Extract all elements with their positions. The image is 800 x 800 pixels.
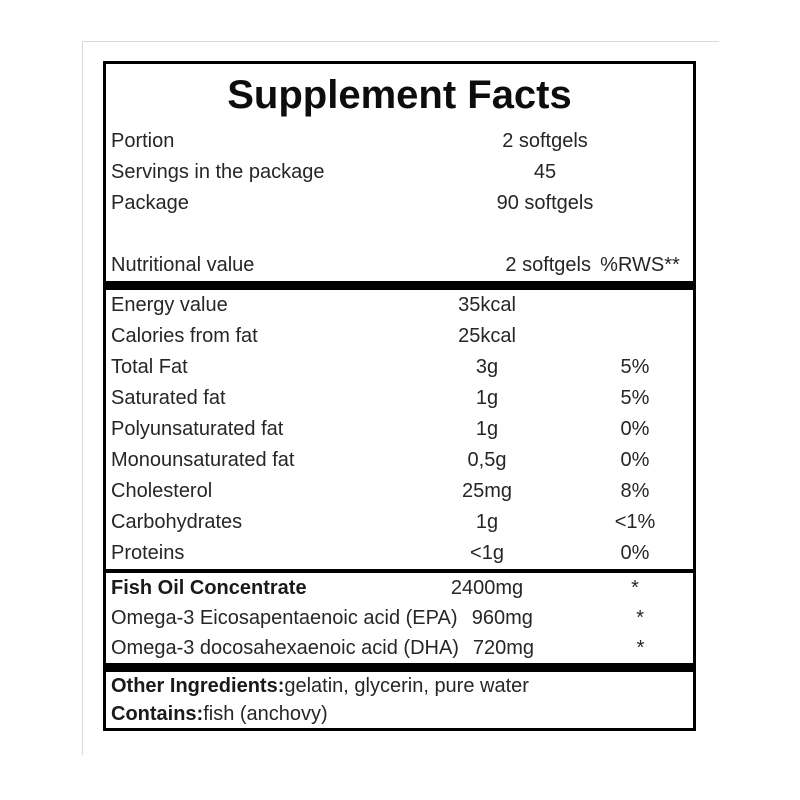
table-row: Proteins <1g 0% xyxy=(106,538,693,569)
nutrient-label: Polyunsaturated fat xyxy=(111,418,284,440)
other-ingredients-value: gelatin, glycerin, pure water xyxy=(284,674,529,697)
info-row-package: Package 90 softgels xyxy=(106,188,693,219)
table-row: Calories from fat 25kcal xyxy=(106,321,693,352)
ingredient-amount: 720mg xyxy=(472,636,535,659)
table-row: Cholesterol 25mg 8% xyxy=(106,476,693,507)
ingredient-amount: 2400mg xyxy=(450,576,524,599)
blank-row xyxy=(106,219,693,250)
thin-separator xyxy=(106,569,693,573)
table-row: Energy value 35kcal xyxy=(106,290,693,321)
nutrient-label: Calories from fat xyxy=(111,325,258,347)
nutrient-amount: 0,5g xyxy=(467,449,507,471)
nutrient-label: Energy value xyxy=(111,294,228,316)
info-label: Package xyxy=(111,192,189,214)
ingredient-label: Omega-3 docosahexaenoic acid (DHA) xyxy=(111,636,459,659)
contains-line: Contains: fish (anchovy) xyxy=(106,700,693,728)
info-value: 90 softgels xyxy=(496,192,594,214)
nutrient-amount: 3g xyxy=(475,356,499,378)
nutrient-label: Total Fat xyxy=(111,356,188,378)
info-value: 45 xyxy=(533,161,557,183)
table-row: Fish Oil Concentrate 2400mg * xyxy=(106,573,693,603)
nutrient-rws: 5% xyxy=(620,387,650,409)
nutrient-rws: 5% xyxy=(620,356,650,378)
other-ingredients-label: Other Ingredients: xyxy=(111,674,285,697)
other-ingredients-line: Other Ingredients: gelatin, glycerin, pu… xyxy=(106,672,693,700)
scan-artifact-horizontal-line xyxy=(82,41,719,42)
nutrient-rws: 8% xyxy=(620,480,650,502)
supplement-facts-panel: Supplement Facts Portion 2 softgels Serv… xyxy=(103,61,696,731)
nutrient-amount: 25kcal xyxy=(458,325,516,347)
nutrient-label: Carbohydrates xyxy=(111,511,243,533)
nutrient-amount: 1g xyxy=(475,387,499,409)
nutrient-amount: 1g xyxy=(475,418,499,440)
nutrient-amount: 35kcal xyxy=(458,294,516,316)
nutrient-amount: <1g xyxy=(470,542,504,564)
nutrient-amount: 25mg xyxy=(461,480,513,502)
scan-artifact-vertical-line xyxy=(82,41,83,755)
column-header-row: Nutritional value 2 softgels %RWS** xyxy=(106,250,693,281)
column-header-rws: %RWS** xyxy=(600,254,680,276)
nutrient-amount: 1g xyxy=(475,511,499,533)
nutrient-rws: 0% xyxy=(620,418,650,440)
table-row: Monounsaturated fat 0,5g 0% xyxy=(106,445,693,476)
table-row: Carbohydrates 1g <1% xyxy=(106,507,693,538)
column-header-label: Nutritional value xyxy=(111,254,255,276)
table-row: Saturated fat 1g 5% xyxy=(106,383,693,414)
nutrient-rws: 0% xyxy=(620,449,650,471)
contains-label: Contains: xyxy=(111,702,204,725)
column-header-amount: 2 softgels xyxy=(505,254,591,276)
thick-separator-top xyxy=(106,281,693,290)
info-row-servings: Servings in the package 45 xyxy=(106,157,693,188)
table-row: Omega-3 docosahexaenoic acid (DHA) 720mg… xyxy=(106,633,693,663)
nutrient-label: Proteins xyxy=(111,542,185,564)
ingredient-label: Omega-3 Eicosapentaenoic acid (EPA) xyxy=(111,606,458,629)
info-label: Servings in the package xyxy=(111,161,325,183)
thick-separator-bottom xyxy=(106,663,693,672)
ingredient-rws: * xyxy=(631,576,639,599)
nutrient-label: Saturated fat xyxy=(111,387,226,409)
info-value: 2 softgels xyxy=(502,130,588,152)
ingredient-rws: * xyxy=(636,636,645,659)
info-row-portion: Portion 2 softgels xyxy=(106,126,693,157)
table-row: Omega-3 Eicosapentaenoic acid (EPA) 960m… xyxy=(106,603,693,633)
nutrient-label: Cholesterol xyxy=(111,480,213,502)
ingredient-rws: * xyxy=(636,606,644,629)
ingredient-label: Fish Oil Concentrate xyxy=(111,576,307,599)
ingredient-amount: 960mg xyxy=(471,606,533,629)
nutrient-rws: <1% xyxy=(614,511,656,533)
info-label: Portion xyxy=(111,130,175,152)
panel-title: Supplement Facts xyxy=(227,72,572,117)
nutrient-label: Monounsaturated fat xyxy=(111,449,295,471)
contains-value: fish (anchovy) xyxy=(203,702,328,725)
table-row: Total Fat 3g 5% xyxy=(106,352,693,383)
nutrient-rws: 0% xyxy=(620,542,650,564)
table-row: Polyunsaturated fat 1g 0% xyxy=(106,414,693,445)
